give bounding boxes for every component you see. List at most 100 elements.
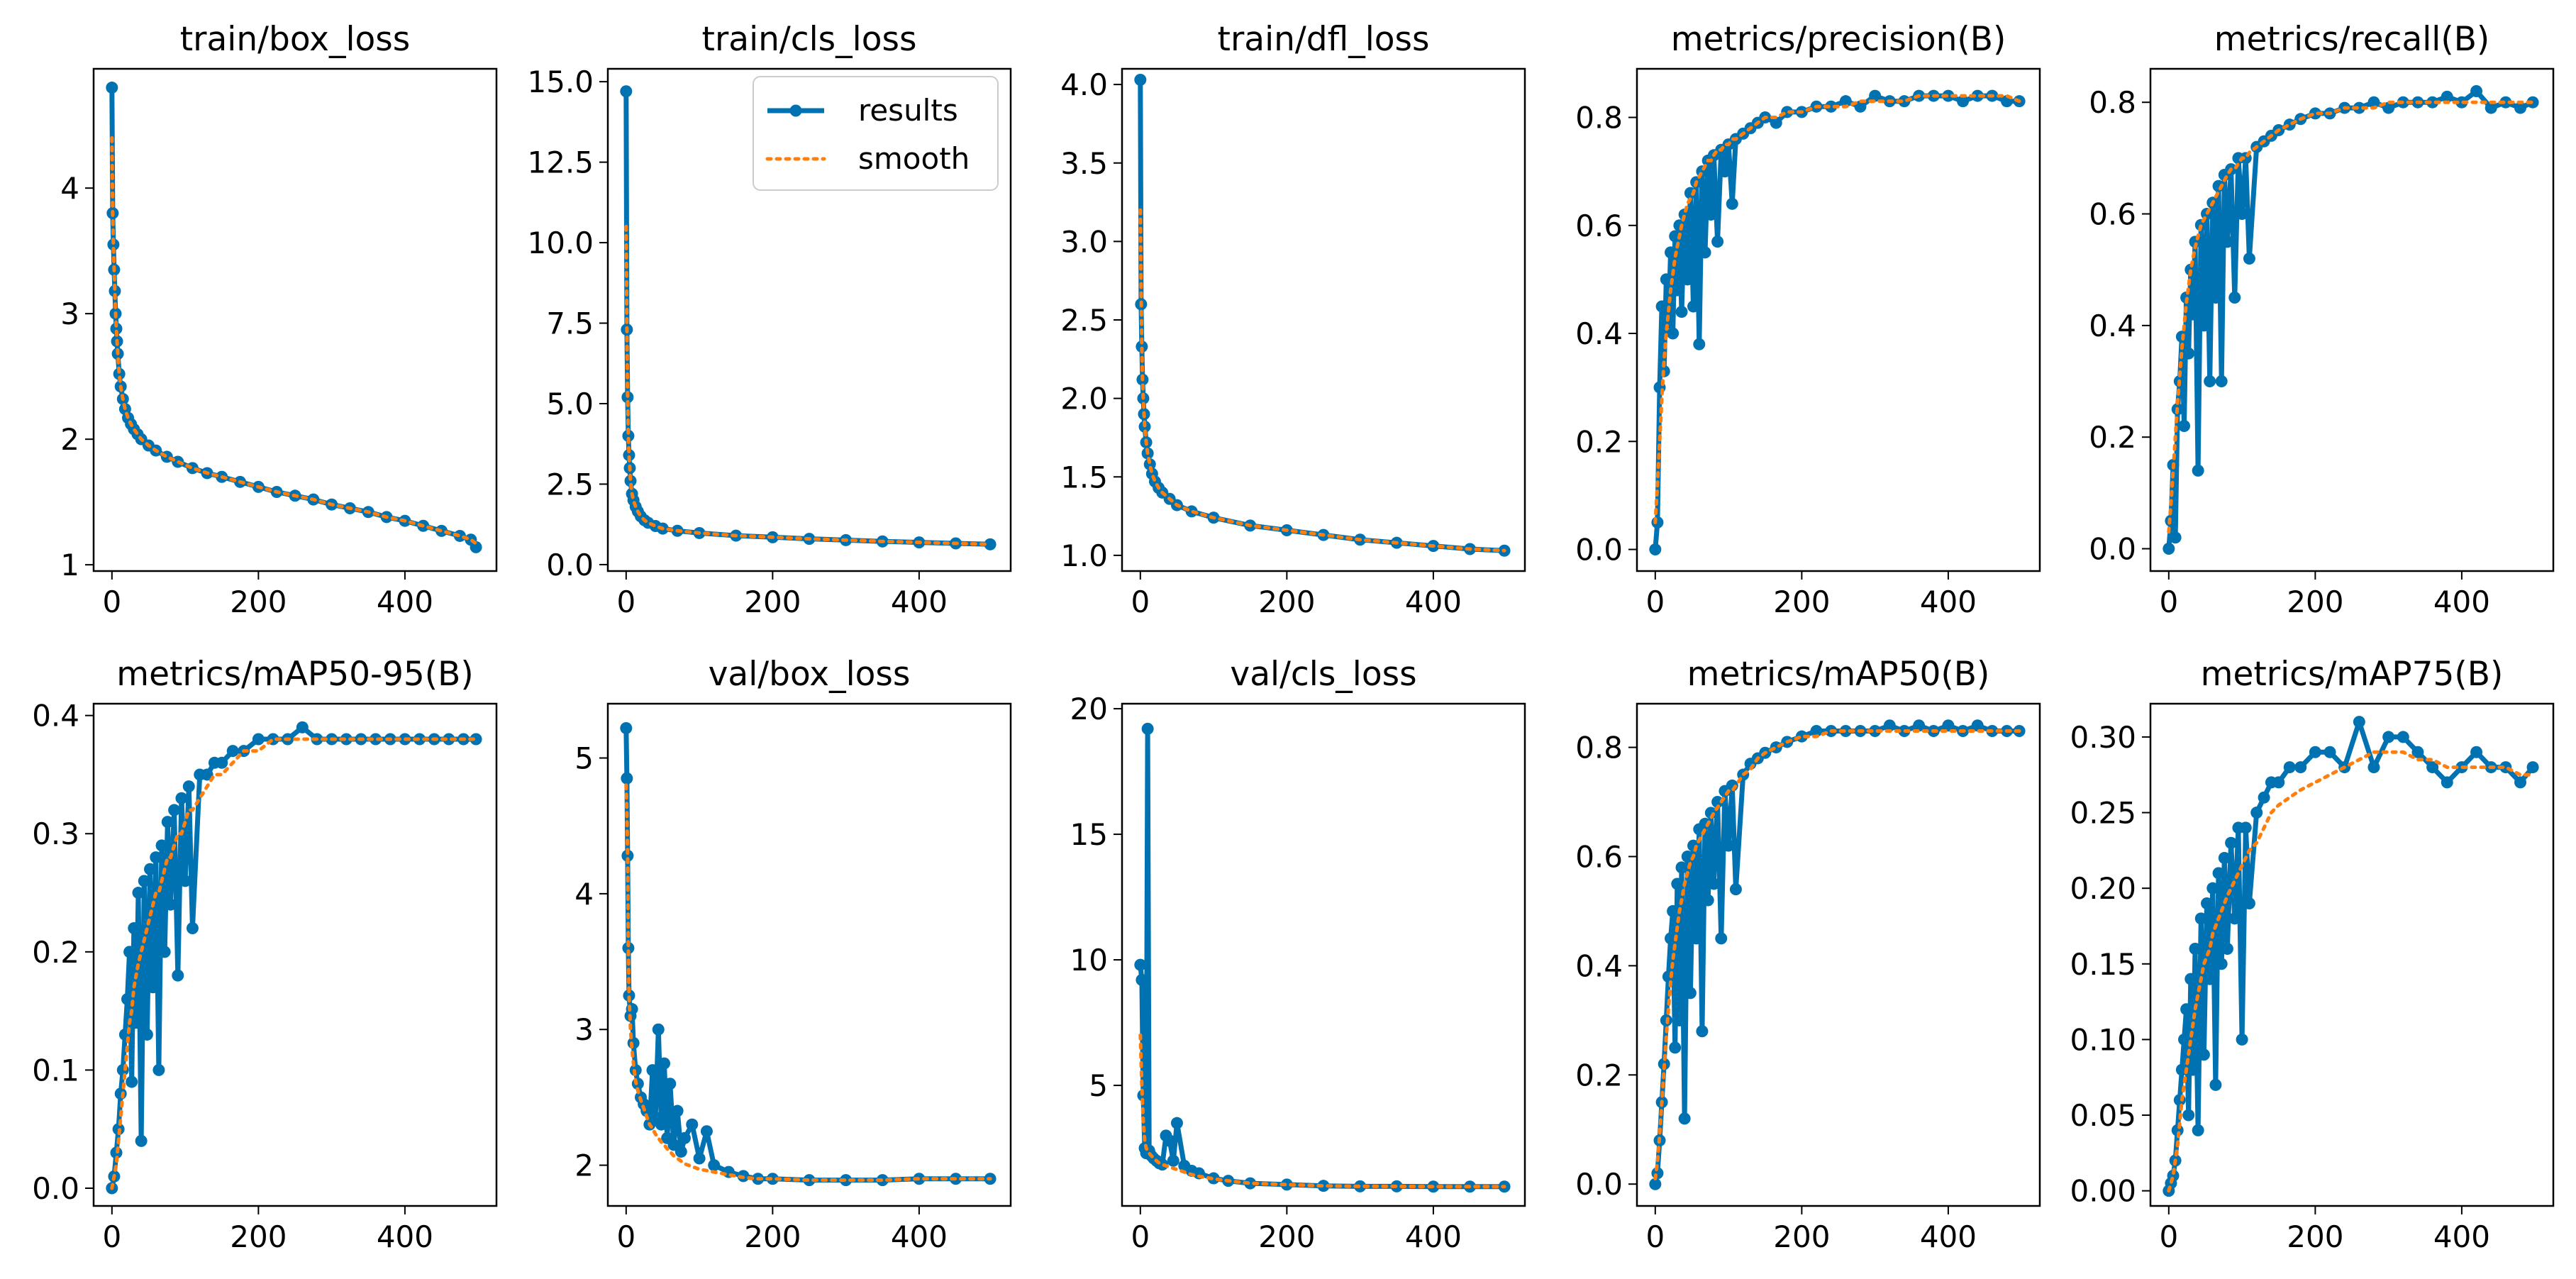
results-point — [623, 449, 635, 462]
axes-frame — [1636, 702, 2041, 1207]
y-tick-label: 3.5 — [1060, 146, 1108, 181]
y-tick-label: 2.0 — [1060, 382, 1108, 416]
smooth-line — [110, 737, 478, 1190]
y-tick-label: 0.4 — [1575, 948, 1623, 983]
results-point — [2215, 958, 2228, 970]
results-point — [1167, 1154, 1179, 1167]
x-tick-label: 400 — [377, 1219, 433, 1254]
axes-frame — [92, 702, 498, 1207]
y-tick-label: 5 — [1089, 1068, 1108, 1103]
results-point — [2201, 897, 2214, 909]
chart-title: train/box_loss — [180, 20, 410, 59]
smooth-line — [1138, 1033, 1506, 1189]
results-point — [1869, 89, 1882, 102]
results-point — [1690, 932, 1703, 945]
x-tick-label: 400 — [1920, 1219, 1977, 1254]
results-point — [2367, 761, 2380, 774]
results-point — [140, 1028, 153, 1041]
results-point — [2209, 292, 2222, 304]
results-point — [2187, 308, 2199, 321]
results-point — [1667, 327, 1680, 340]
results-line — [109, 87, 478, 549]
results-point — [2441, 90, 2453, 103]
results-point — [2514, 776, 2527, 789]
results-point — [1770, 116, 1782, 129]
results-point — [2215, 375, 2228, 388]
results-point — [1711, 796, 1724, 809]
results-point — [693, 1152, 706, 1165]
results-point — [2197, 1048, 2210, 1061]
results-point — [621, 772, 633, 785]
results-point — [1649, 543, 1662, 556]
results-line — [1653, 723, 2020, 1185]
results-point — [1722, 839, 1735, 852]
y-tick-label: 5.0 — [546, 387, 594, 421]
y-tick-label: 0.15 — [2070, 947, 2136, 982]
results-point — [110, 322, 123, 335]
x-tick-label: 400 — [891, 585, 948, 619]
axes-frame — [1121, 67, 1526, 572]
results-point — [2353, 101, 2365, 114]
x-tick-label: 200 — [2287, 585, 2343, 619]
results-point — [1681, 273, 1694, 286]
results-point — [671, 1104, 684, 1117]
results-point — [700, 1125, 713, 1138]
axes-frame — [92, 67, 498, 572]
y-tick-label: 20 — [1070, 692, 1108, 726]
x-tick-label: 200 — [230, 585, 287, 619]
x-tick-label: 0 — [1645, 585, 1665, 619]
results-point — [2225, 836, 2238, 849]
results-line — [2166, 719, 2535, 1192]
panel-8: val/cls_loss 0 200 400 5 10 15 20 — [1070, 655, 1526, 1254]
panel-1: train/box_loss 0 200 400 1 2 3 4 — [60, 20, 498, 619]
y-tick-label: 0.2 — [2089, 420, 2136, 455]
results-point — [708, 1159, 721, 1172]
x-tick-label: 400 — [2433, 1219, 2490, 1254]
y-tick-label: 0.8 — [1575, 731, 1623, 765]
y-tick-label: 15.0 — [527, 65, 594, 99]
results-point — [2272, 776, 2285, 789]
results-point — [984, 538, 996, 550]
results-point — [2184, 973, 2197, 985]
results-point — [1684, 987, 1697, 1000]
results-point — [1649, 1178, 1662, 1190]
results-point — [155, 839, 168, 852]
y-tick-label: 3 — [60, 297, 79, 331]
panel-7: val/box_loss 0 200 400 2 3 4 5 — [574, 655, 1012, 1254]
y-tick-label: 5 — [574, 741, 594, 776]
axes-frame — [606, 702, 1012, 1207]
results-point — [2194, 912, 2207, 925]
results-point — [686, 1118, 699, 1131]
results-point — [168, 804, 181, 816]
x-tick-label: 400 — [2433, 585, 2490, 619]
results-point — [1141, 722, 1154, 735]
results-point — [2169, 531, 2182, 544]
results-point — [2283, 761, 2296, 774]
results-point — [1675, 861, 1688, 874]
results-point — [1280, 1178, 1293, 1191]
results-point — [1665, 246, 1677, 259]
results-point — [2441, 776, 2453, 789]
results-point — [620, 721, 633, 734]
results-point — [147, 981, 160, 994]
smooth-line — [624, 224, 992, 546]
results-point — [1675, 306, 1688, 319]
y-tick-label: 0.20 — [2070, 871, 2136, 906]
results-point — [1651, 516, 1664, 528]
x-tick-label: 0 — [1131, 585, 1150, 619]
results-point — [2250, 807, 2263, 819]
results-point — [1729, 883, 1742, 896]
legend: results smooth — [753, 76, 999, 191]
results-point — [2178, 419, 2191, 432]
x-tick-label: 200 — [744, 1219, 801, 1254]
axes-frame — [1121, 702, 1526, 1207]
results-point — [674, 1145, 687, 1158]
results-line — [1138, 79, 1505, 553]
results-point — [2218, 852, 2231, 865]
results-point — [2499, 96, 2512, 109]
results-point — [2426, 96, 2439, 109]
results-point — [2206, 882, 2219, 895]
results-point — [678, 1131, 691, 1144]
results-point — [1693, 338, 1706, 350]
results-point — [1136, 973, 1148, 986]
